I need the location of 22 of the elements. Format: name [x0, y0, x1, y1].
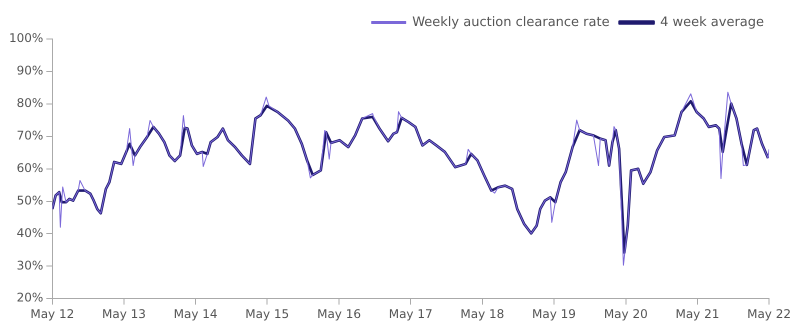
- y-tick-label: 70%: [16, 128, 44, 142]
- x-tick-label: May 12: [30, 306, 74, 321]
- x-tick-label: May 13: [102, 306, 146, 321]
- y-tick-label: 90%: [16, 64, 44, 78]
- legend-label: Weekly auction clearance rate: [412, 14, 610, 30]
- y-tick-label: 20%: [16, 290, 44, 305]
- y-tick-label: 60%: [16, 160, 44, 175]
- y-tick-label: 40%: [16, 226, 44, 240]
- y-tick-label: 30%: [16, 258, 44, 272]
- x-tick-label: May 14: [174, 306, 218, 321]
- x-tick-label: May 16: [317, 306, 361, 321]
- x-tick-label: May 21: [675, 306, 720, 321]
- y-tick-label: 50%: [16, 193, 44, 208]
- x-tick-label: May 20: [604, 306, 648, 321]
- x-tick-label: May 22: [747, 306, 792, 321]
- y-tick-label: 80%: [16, 96, 44, 110]
- x-tick-label: May 19: [532, 306, 576, 321]
- y-tick-label: 100%: [8, 31, 44, 46]
- x-tick-label: May 18: [460, 306, 504, 321]
- x-tick-label: May 17: [388, 306, 433, 321]
- x-tick-label: May 15: [245, 306, 290, 321]
- legend-label: 4 week average: [660, 14, 764, 30]
